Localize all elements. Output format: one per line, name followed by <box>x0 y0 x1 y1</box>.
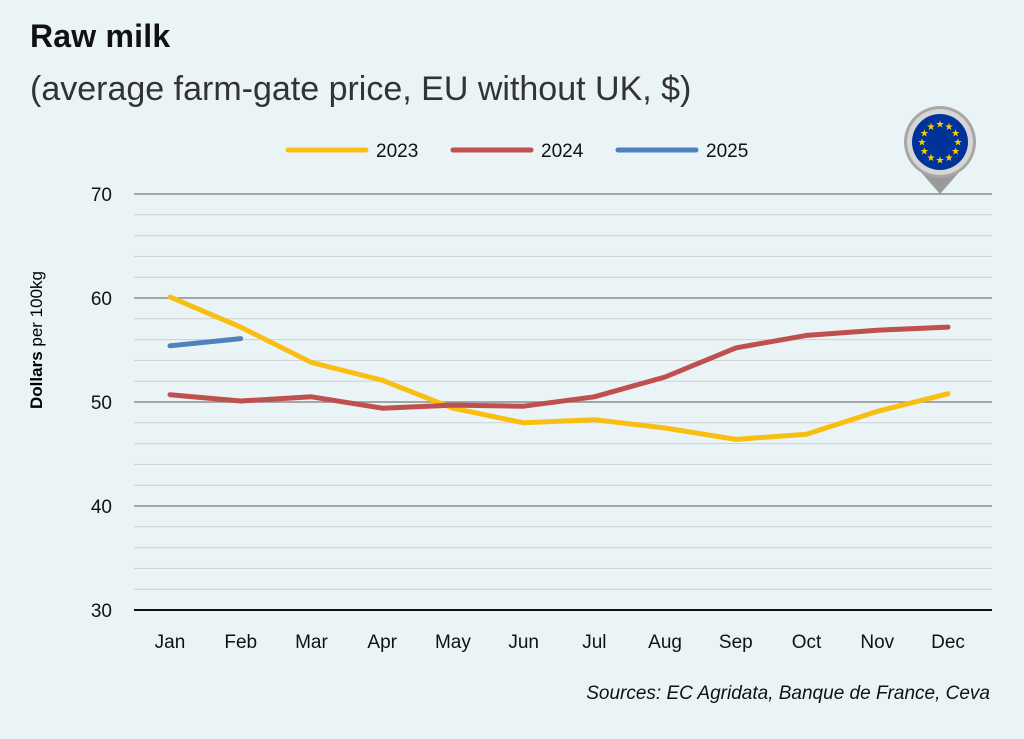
eu-star: ★ <box>918 138 927 149</box>
eu-flag-map-pin-icon: ★ ★★★★★★★★★★★ <box>904 106 976 194</box>
eu-star: ★ <box>945 153 954 164</box>
grid-lines <box>134 193 992 611</box>
series-line-2025 <box>167 336 244 349</box>
y-tick-label: 70 <box>91 185 112 206</box>
x-tick-labels: Jan Feb Mar Apr May Jun Jul Aug Sep Oct Nov Dec <box>155 632 965 653</box>
y-tick-labels: 30 40 50 60 70 <box>91 185 112 622</box>
source-note: Sources: EC Agridata, Banque de France, … <box>586 683 990 704</box>
x-tick-label: Aug <box>648 632 682 653</box>
legend-label-2023: 2023 <box>376 141 418 162</box>
y-axis-label-rest: per 100kg <box>27 271 46 351</box>
y-tick-label: 50 <box>91 393 112 414</box>
chart-subtitle: (average farm-gate price, EU without UK,… <box>30 70 692 108</box>
chart-title: Raw milk <box>30 18 171 54</box>
y-axis-label-bold: Dollars <box>27 351 46 409</box>
x-tick-label: Mar <box>295 632 328 653</box>
x-tick-label: Oct <box>792 632 822 653</box>
x-tick-label: May <box>435 632 471 653</box>
x-tick-label: Feb <box>224 632 257 653</box>
x-tick-label: Dec <box>931 632 965 653</box>
y-axis-label: Dollars per 100kg <box>27 271 46 409</box>
x-tick-label: Nov <box>860 632 894 653</box>
series-lines <box>167 294 951 442</box>
eu-star: ★ <box>927 122 936 133</box>
eu-star: ★ <box>945 122 954 133</box>
legend: 2023 2024 2025 <box>285 141 748 162</box>
eu-star: ★ <box>927 153 936 164</box>
x-tick-label: Jan <box>155 632 186 653</box>
eu-star: ★ <box>920 129 929 140</box>
y-tick-label: 60 <box>91 289 112 310</box>
legend-label-2024: 2024 <box>541 141 584 162</box>
eu-star: ★ <box>936 156 945 167</box>
x-tick-label: Jun <box>508 632 539 653</box>
x-tick-label: Jul <box>582 632 606 653</box>
y-tick-label: 30 <box>91 601 112 622</box>
eu-star: ★ <box>951 147 960 158</box>
eu-star: ★ <box>920 147 929 158</box>
x-tick-label: Apr <box>367 632 397 653</box>
eu-stars: ★ ★★★★★★★★★★★ <box>918 120 963 167</box>
series-line-2024 <box>167 324 951 411</box>
eu-star: ★ <box>954 138 963 149</box>
y-tick-label: 40 <box>91 497 112 518</box>
eu-star: ★ <box>936 120 945 131</box>
series-line-2023 <box>167 294 951 442</box>
eu-star: ★ <box>951 129 960 140</box>
legend-label-2025: 2025 <box>706 141 748 162</box>
x-tick-label: Sep <box>719 632 753 653</box>
